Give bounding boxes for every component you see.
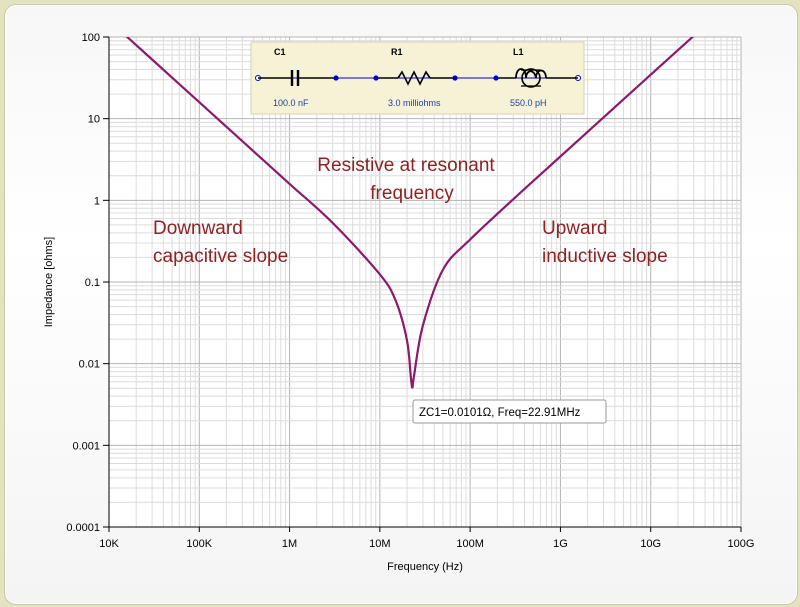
x-tick-labels: 10K 100K 1M 10M 100M 1G 10G 100G — [99, 538, 754, 550]
resistor-symbol — [376, 70, 455, 86]
x-tick-label: 1G — [553, 538, 568, 550]
x-tick-label: 100K — [186, 538, 212, 550]
annotation-capacitive-line-2: capacitive slope — [153, 246, 288, 267]
x-tick-label: 10K — [99, 538, 119, 550]
schematic-nodes — [333, 75, 499, 81]
grid — [108, 36, 742, 528]
l1-value: 550.0 pH — [510, 98, 547, 108]
r1-label: R1 — [391, 47, 403, 57]
x-tick-label: 10G — [640, 538, 661, 550]
x-tick-label: 10M — [369, 538, 390, 550]
y-tick-label: 100 — [82, 32, 100, 44]
impedance-series-line — [125, 37, 695, 389]
tooltip-box — [412, 399, 607, 424]
y-tick-label: 0.1 — [85, 277, 100, 289]
y-tick-label: 10 — [88, 114, 100, 126]
y-tick-label: 0.001 — [72, 440, 100, 452]
annotation-resistive-line-2: frequency — [370, 183, 454, 204]
c1-label: C1 — [274, 47, 286, 57]
y-tick-label: 0.0001 — [66, 522, 100, 534]
r1-value: 3.0 milliohms — [388, 98, 441, 108]
annotation-inductive-line-1: Upward — [542, 218, 607, 239]
y-tick-labels: 0.0001 0.001 0.01 0.1 1 10 100 — [66, 32, 100, 534]
circuit-schematic: C1 R1 L1 100.0 nF 3.0 milliohms 550.0 pH — [250, 41, 585, 115]
data-tooltip: ZC1=0.0101Ω, Freq=22.91MHz — [412, 399, 607, 424]
inductor-symbol — [496, 68, 578, 88]
axes — [103, 36, 742, 532]
x-axis-title: Frequency (Hz) — [387, 561, 463, 573]
c1-value: 100.0 nF — [273, 98, 309, 108]
x-tick-label: 100M — [456, 538, 484, 550]
y-axis-title: Impedance [ohms] — [43, 237, 55, 328]
y-tick-label: 0.01 — [79, 359, 100, 371]
annotation-inductive-line-2: inductive slope — [542, 246, 668, 267]
annotation-resistive-line-1: Resistive at resonant — [317, 155, 495, 176]
x-tick-label: 1M — [282, 538, 297, 550]
capacitor-symbol — [258, 70, 336, 86]
tooltip-text: ZC1=0.0101Ω, Freq=22.91MHz — [419, 407, 581, 419]
annotation-capacitive-line-1: Downward — [153, 218, 243, 239]
y-tick-label: 1 — [94, 195, 100, 207]
l1-label: L1 — [513, 47, 524, 57]
x-tick-label: 100G — [728, 538, 755, 550]
